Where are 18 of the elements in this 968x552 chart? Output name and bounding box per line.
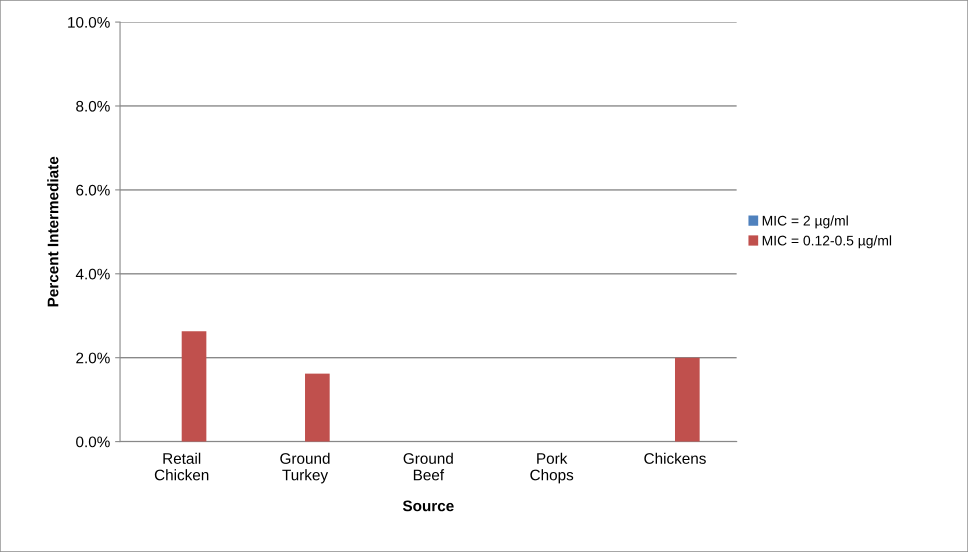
y-tick-label: 0.0% — [76, 436, 110, 448]
bar — [305, 374, 330, 442]
y-tick-label: 2.0% — [76, 352, 110, 364]
y-tick-label: 4.0% — [76, 268, 110, 280]
x-tick-label: Ground Beef — [404, 452, 453, 480]
bar — [674, 358, 700, 442]
bar — [182, 331, 206, 442]
y-tick-label: 8.0% — [76, 100, 110, 112]
y-tick-label: 10.0% — [68, 16, 110, 28]
x-tick-label: Ground Turkey — [280, 452, 330, 484]
y-tick-label: 6.0% — [76, 184, 110, 196]
x-tick-label: Chickens — [644, 452, 706, 464]
legend-label: MIC = 0.12-0.5 µg/ml — [762, 235, 892, 248]
x-tick-label: Retail Chicken — [154, 452, 208, 480]
x-axis-title: Source — [402, 500, 454, 512]
y-axis-title: Percent Intermediate — [47, 156, 58, 306]
x-tick-label: Pork Chops — [530, 452, 574, 484]
legend-label: MIC = 2 µg/ml — [762, 215, 848, 228]
